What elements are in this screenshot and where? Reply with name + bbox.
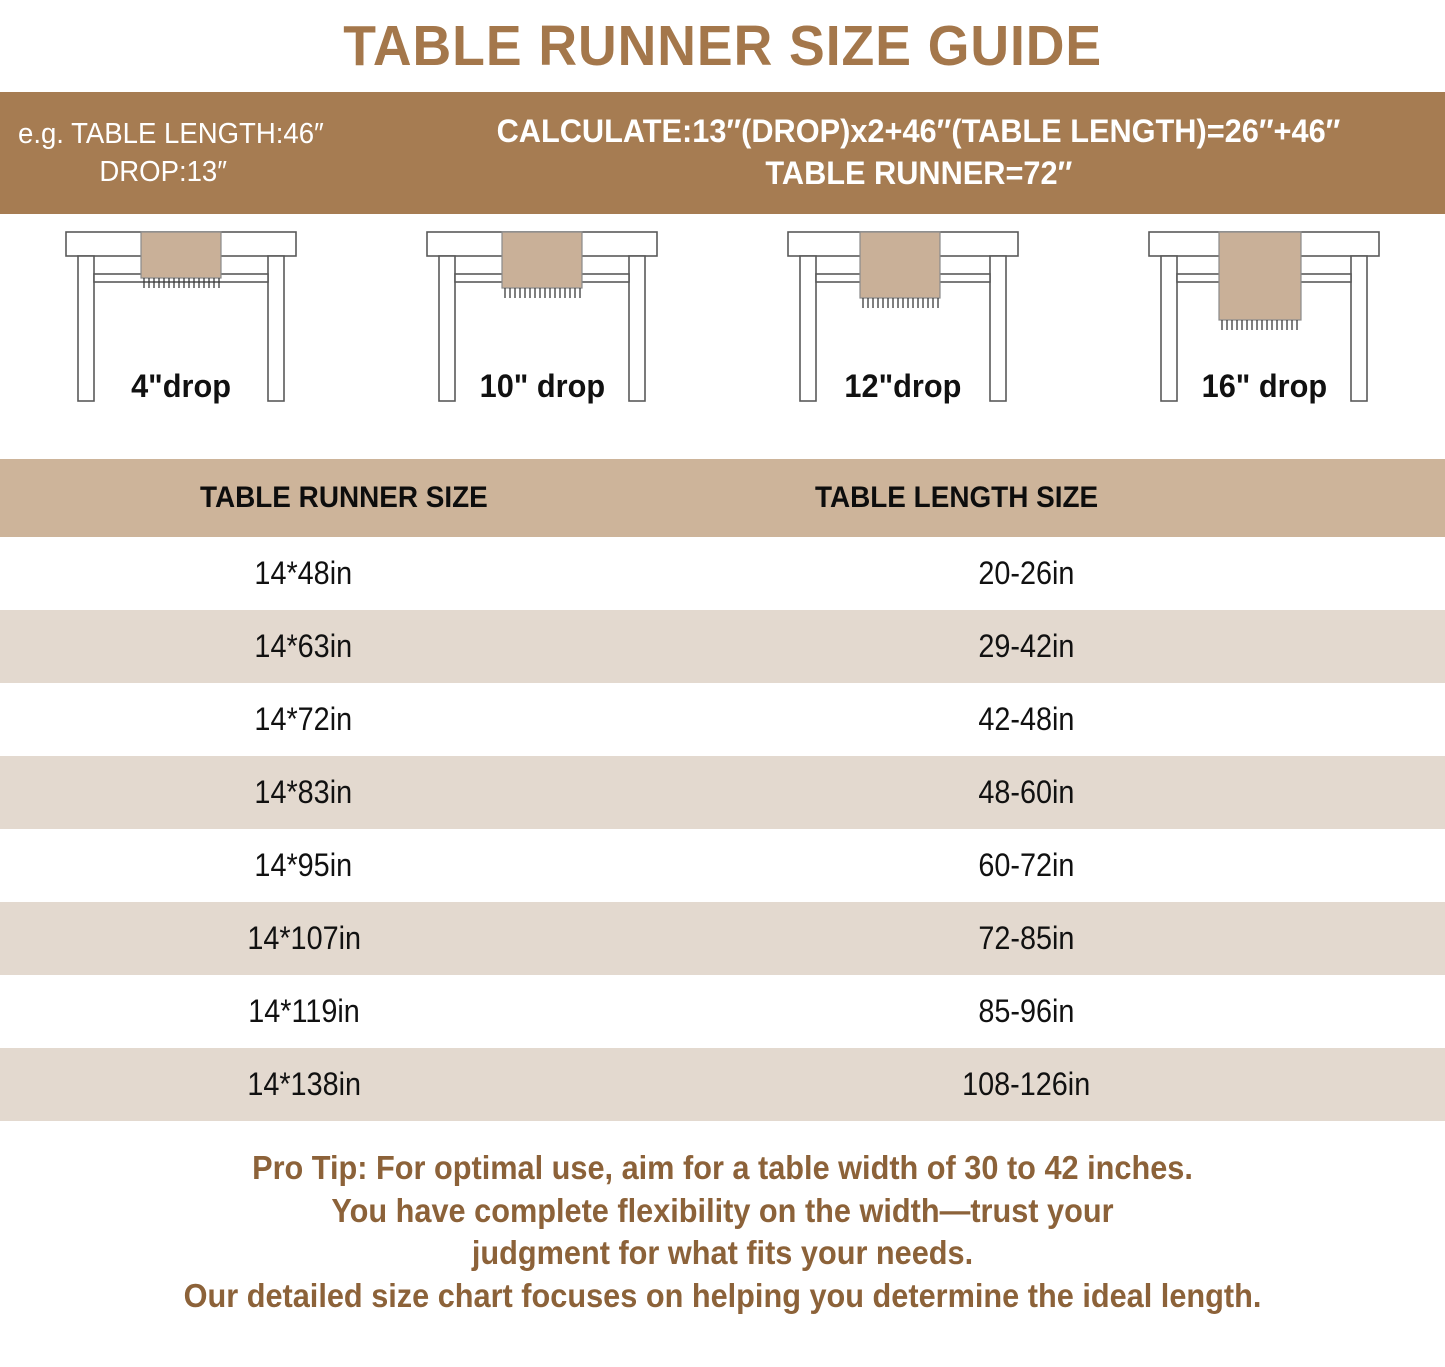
pro-tip-line: Our detailed size chart focuses on helpi… [183,1276,1262,1314]
pro-tip-footer: Pro Tip: For optimal use, aim for a tabl… [0,1121,1445,1318]
cell-table-length: 29-42in [787,610,1445,683]
table-diagram [778,226,1028,406]
formula-banner: e.g. TABLE LENGTH:46″ DROP:13″ CALCULATE… [0,92,1445,214]
cell-runner-size: 14*63in [0,610,788,683]
cell-table-length: 60-72in [787,829,1445,902]
pro-tip-line: judgment for what fits your needs. [471,1234,974,1272]
size-chart-body: 14*48in 20-26in 14*63in 29-42in 14*72in … [0,537,1445,1121]
drop-illustration-16in: 16" drop [1084,226,1445,459]
pro-tip-line: Pro Tip: For optimal use, aim for a tabl… [252,1149,1193,1186]
formula-result: TABLE RUNNER=72″ [765,155,1072,191]
cell-table-length: 48-60in [787,756,1445,829]
table-row: 14*72in 42-48in [0,683,1445,756]
formula-example-block: e.g. TABLE LENGTH:46″ DROP:13″ [18,115,410,192]
size-chart-header: TABLE RUNNER SIZE TABLE LENGTH SIZE [0,459,1445,537]
table-with-runner-icon [1148,231,1381,402]
drop-label: 16" drop [1201,368,1328,404]
cell-runner-size: 14*95in [0,829,788,902]
column-header-table-length: TABLE LENGTH SIZE [787,459,1445,537]
column-header-runner-size: TABLE RUNNER SIZE [0,459,788,537]
table-diagram [56,226,306,406]
cell-runner-size: 14*107in [0,902,788,975]
formula-calculation-block: CALCULATE:13″(DROP)x2+46″(TABLE LENGTH)=… [410,111,1427,194]
drop-illustrations: 4"drop 10" dro [0,214,1445,459]
drop-illustration-4in: 4"drop [0,226,361,459]
cell-runner-size: 14*119in [0,975,788,1048]
cell-runner-size: 14*138in [0,1048,788,1121]
drop-illustration-12in: 12"drop [723,226,1084,459]
drop-label: 4"drop [130,368,231,404]
drop-label: 12"drop [844,368,962,404]
table-diagram [417,226,667,406]
table-row: 14*83in 48-60in [0,756,1445,829]
table-header-row: TABLE RUNNER SIZE TABLE LENGTH SIZE [0,459,1445,537]
table-row: 14*63in 29-42in [0,610,1445,683]
table-with-runner-icon [787,231,1019,402]
page-title: TABLE RUNNER SIZE GUIDE [343,14,1102,78]
drop-label: 10" drop [479,368,605,404]
page-title-bar: TABLE RUNNER SIZE GUIDE [0,0,1445,92]
cell-runner-size: 14*48in [0,537,788,610]
cell-table-length: 72-85in [787,902,1445,975]
size-chart-table: TABLE RUNNER SIZE TABLE LENGTH SIZE 14*4… [0,459,1445,1121]
table-row: 14*48in 20-26in [0,537,1445,610]
cell-runner-size: 14*83in [0,756,788,829]
table-row: 14*95in 60-72in [0,829,1445,902]
table-with-runner-icon [426,231,658,402]
table-with-runner-icon [64,231,297,402]
pro-tip-line: You have complete flexibility on the wid… [331,1191,1114,1229]
cell-table-length: 20-26in [787,537,1445,610]
cell-table-length: 42-48in [787,683,1445,756]
formula-calculation: CALCULATE:13″(DROP)x2+46″(TABLE LENGTH)=… [496,113,1341,150]
table-row: 14*119in 85-96in [0,975,1445,1048]
table-row: 14*107in 72-85in [0,902,1445,975]
cell-table-length: 108-126in [787,1048,1445,1121]
formula-example-table-length: e.g. TABLE LENGTH:46″ [18,117,324,150]
formula-example-drop: DROP:13″ [99,156,228,188]
table-row: 14*138in 108-126in [0,1048,1445,1121]
drop-illustration-10in: 10" drop [361,226,722,459]
table-diagram [1139,226,1389,406]
cell-runner-size: 14*72in [0,683,788,756]
cell-table-length: 85-96in [787,975,1445,1048]
